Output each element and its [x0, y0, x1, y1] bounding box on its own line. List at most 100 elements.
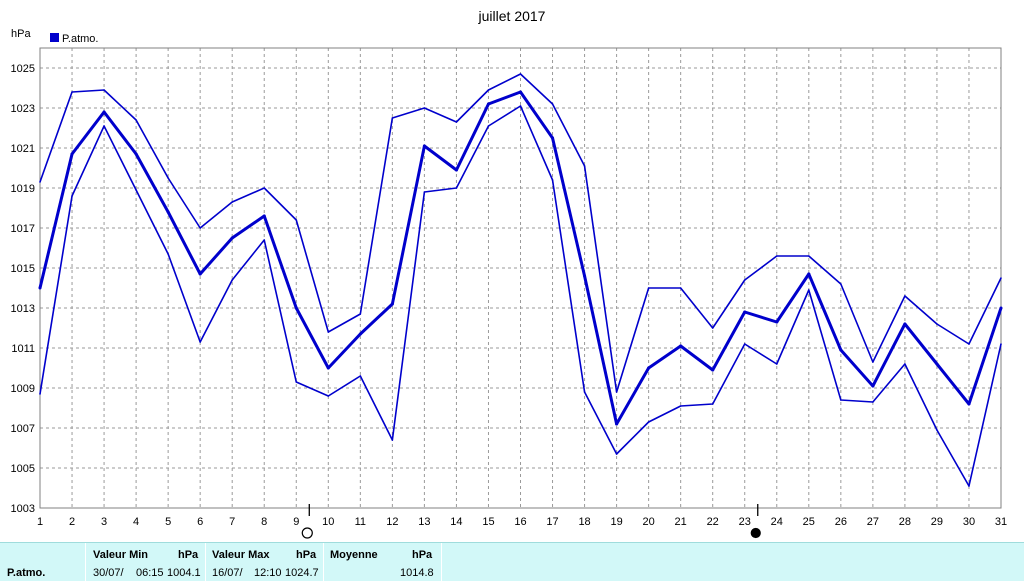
- data-point-max: [647, 287, 650, 289]
- stats-max-value: 1024.7: [285, 567, 319, 579]
- x-tick-label: 19: [610, 516, 622, 528]
- data-point-mean: [839, 348, 843, 352]
- y-tick-label: 1009: [11, 383, 35, 395]
- x-tick-label: 23: [739, 516, 751, 528]
- data-point-mean: [519, 90, 522, 94]
- data-point-max: [263, 187, 266, 189]
- data-point-max: [679, 287, 682, 289]
- data-point-min: [135, 189, 137, 191]
- x-tick-label: 12: [386, 516, 398, 528]
- data-point-mean: [102, 110, 106, 114]
- data-point-mean: [38, 286, 42, 290]
- data-point-min: [455, 187, 458, 189]
- legend-label: P.atmo.: [62, 33, 99, 45]
- data-point-max: [231, 201, 233, 203]
- stats-max-cell: Valeur Max hPa 16/07/ 12:10 1024.7: [206, 543, 324, 581]
- stats-max-time: 12:10: [254, 567, 282, 579]
- chart-title: juillet 2017: [478, 8, 546, 24]
- data-point-mean: [358, 332, 362, 336]
- data-point-mean: [454, 168, 458, 172]
- data-point-max: [968, 343, 970, 345]
- x-tick-label: 30: [963, 516, 975, 528]
- stats-average-cell: Moyenne hPa 1014.8: [324, 543, 442, 581]
- x-tick-label: 14: [450, 516, 462, 528]
- x-tick-label: 8: [261, 516, 267, 528]
- stats-average-unit: hPa: [412, 549, 433, 561]
- data-point-mean: [871, 384, 875, 388]
- new-moon-icon: [750, 527, 761, 539]
- data-point-mean: [647, 366, 651, 370]
- y-tick-label: 1021: [11, 143, 35, 155]
- pressure-chart: juillet 2017 hPa P.atmo. 1003 1005 1007 100…: [11, 8, 1007, 539]
- data-point-max: [423, 107, 426, 109]
- x-tick-label: 28: [899, 516, 911, 528]
- data-point-max: [391, 117, 394, 119]
- data-point-max: [904, 295, 906, 297]
- data-point-mean: [230, 236, 234, 240]
- x-tick-label: 9: [293, 516, 299, 528]
- data-point-mean: [999, 306, 1003, 310]
- data-point-max: [103, 89, 105, 91]
- data-point-min: [711, 403, 714, 405]
- stats-min-unit: hPa: [178, 549, 199, 561]
- x-tick-label: 21: [675, 516, 687, 528]
- data-point-min: [231, 279, 233, 281]
- x-tick-label: 31: [995, 516, 1007, 528]
- data-point-mean: [679, 344, 683, 348]
- series-lines: [38, 73, 1003, 487]
- x-tick-label: 11: [355, 516, 366, 528]
- data-point-min: [327, 395, 330, 397]
- x-tick-label: 24: [771, 516, 783, 528]
- data-point-min: [167, 253, 169, 255]
- data-point-mean: [775, 320, 779, 324]
- data-point-min: [551, 179, 554, 181]
- data-point-mean: [583, 274, 587, 278]
- data-point-max: [840, 283, 842, 285]
- y-tick-label: 1015: [11, 263, 35, 275]
- data-point-max: [359, 313, 362, 315]
- data-point-min: [199, 341, 201, 343]
- y-axis-ticks: 1003 1005 1007 1009 1011 1013 1015 1017 1019 1021…: [11, 63, 35, 515]
- stats-max-header: Valeur Max: [212, 549, 270, 561]
- y-tick-label: 1007: [11, 423, 35, 435]
- data-point-min: [1000, 343, 1002, 345]
- data-point-min: [968, 485, 970, 487]
- y-tick-label: 1003: [11, 503, 35, 515]
- x-tick-label: 4: [133, 516, 139, 528]
- data-point-max: [808, 255, 810, 257]
- y-axis-unit-label: hPa: [11, 28, 31, 40]
- data-point-min: [519, 105, 522, 107]
- stats-min-time: 06:15: [136, 567, 164, 579]
- x-tick-label: 1: [37, 516, 43, 528]
- x-tick-label: 22: [707, 516, 719, 528]
- data-point-max: [327, 331, 330, 333]
- data-point-mean: [166, 210, 170, 214]
- data-point-max: [743, 279, 746, 281]
- data-point-mean: [422, 144, 426, 148]
- stats-parameter-label: P.atmo.: [7, 567, 46, 579]
- x-tick-label: 18: [578, 516, 590, 528]
- y-tick-label: 1005: [11, 463, 35, 475]
- y-tick-label: 1011: [11, 343, 35, 355]
- data-point-max: [487, 89, 490, 91]
- x-tick-label: 26: [835, 516, 847, 528]
- stats-max-unit: hPa: [296, 549, 317, 561]
- x-tick-label: 2: [69, 516, 75, 528]
- data-point-min: [904, 363, 906, 365]
- data-point-mean: [198, 272, 202, 276]
- data-point-max: [199, 227, 201, 229]
- data-point-min: [808, 289, 810, 291]
- statistics-bar: P.atmo. Valeur Min hPa 30/07/ 06:15 1004…: [0, 542, 1024, 581]
- data-point-min: [936, 429, 938, 431]
- x-tick-label: 25: [803, 516, 815, 528]
- data-point-max: [167, 177, 169, 179]
- data-point-mean: [326, 366, 330, 370]
- data-point-mean: [390, 302, 394, 306]
- stats-min-cell: Valeur Min hPa 30/07/ 06:15 1004.1: [86, 543, 206, 581]
- stats-min-value: 1004.1: [167, 567, 201, 579]
- y-tick-label: 1013: [11, 303, 35, 315]
- data-point-mean: [486, 102, 490, 106]
- data-point-min: [615, 453, 618, 455]
- data-point-min: [775, 363, 778, 365]
- stats-parameter-cell: P.atmo.: [0, 543, 86, 581]
